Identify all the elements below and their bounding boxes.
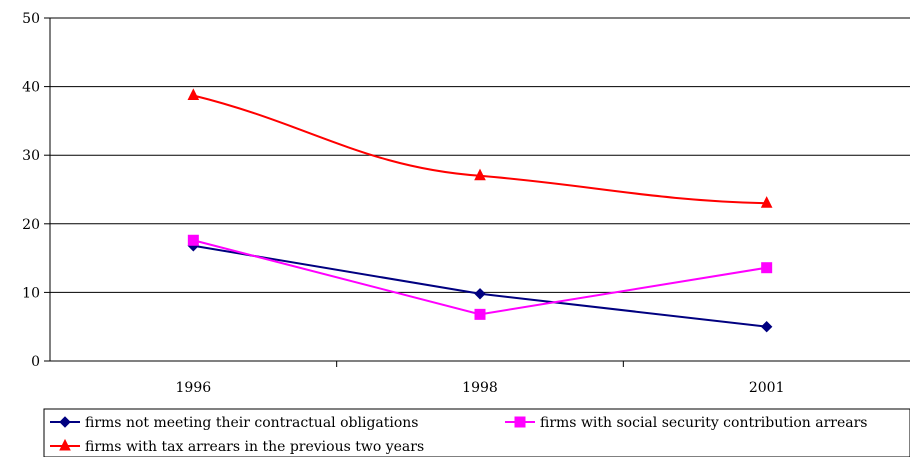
gridlines [50,17,910,293]
series-line [193,94,767,205]
y-tick-label: 10 [22,285,40,301]
diamond-marker [59,416,71,428]
x-tick-label: 2001 [749,380,785,396]
legend: firms not meeting their contractual obli… [43,408,910,458]
y-tick-label: 20 [22,217,40,233]
triangle-marker [187,88,200,101]
triangle-marker [59,438,71,451]
series-lines [187,88,773,333]
legend-entry: firms with tax arrears in the previous t… [50,438,424,455]
series-line [193,239,767,316]
legend-label: firms with tax arrears in the previous t… [85,439,424,455]
legend-entry: firms not meeting their contractual obli… [50,415,418,431]
square-marker [187,234,199,246]
diamond-marker [760,320,773,333]
series-1 [187,234,773,320]
triangle-marker [760,196,773,208]
legend-label: firms with social security contribution … [540,415,867,431]
y-tick-label: 50 [22,11,40,27]
y-tick-label: 0 [31,354,40,370]
square-marker [514,416,526,428]
series-2 [187,88,773,208]
legend-label: firms not meeting their contractual obli… [85,415,418,431]
y-tick-label: 40 [22,80,40,96]
square-marker [761,262,773,274]
y-tick-label: 30 [22,148,40,164]
diamond-marker [474,288,486,300]
x-tick-label: 1996 [176,380,212,396]
square-marker [474,308,486,320]
legend-box [43,408,910,458]
triangle-marker [474,168,486,181]
x-tick-label: 1998 [462,380,498,396]
axes: 0 10 20 30 40 50 1996 1998 2001 [22,11,910,396]
legend-entry: firms with social security contribution … [505,415,867,431]
